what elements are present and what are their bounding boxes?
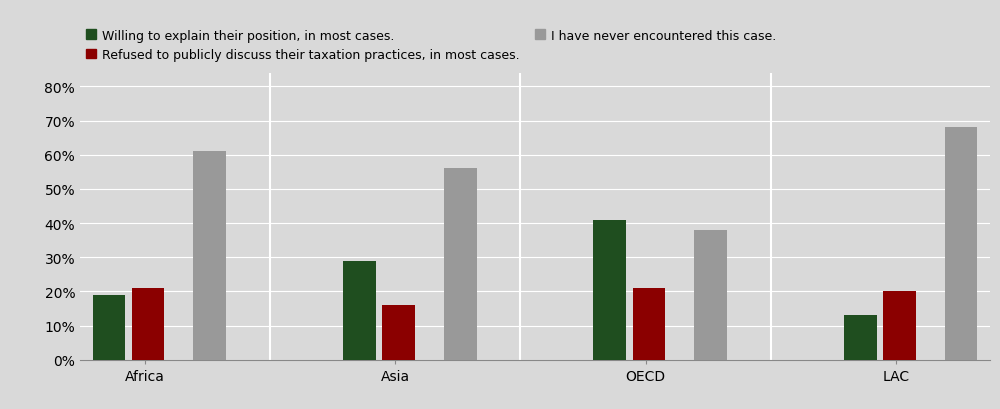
Bar	[444, 169, 477, 360]
Bar	[382, 306, 415, 360]
Bar	[883, 292, 916, 360]
Bar	[593, 220, 626, 360]
Bar	[633, 288, 665, 360]
Legend: Willing to explain their position, in most cases., Refused to publicly discuss t: Willing to explain their position, in mo…	[86, 29, 777, 62]
Bar	[193, 152, 226, 360]
Bar	[844, 316, 877, 360]
Bar	[945, 128, 977, 360]
Bar	[132, 288, 164, 360]
Bar	[93, 295, 125, 360]
Bar	[694, 230, 727, 360]
Bar	[343, 261, 376, 360]
